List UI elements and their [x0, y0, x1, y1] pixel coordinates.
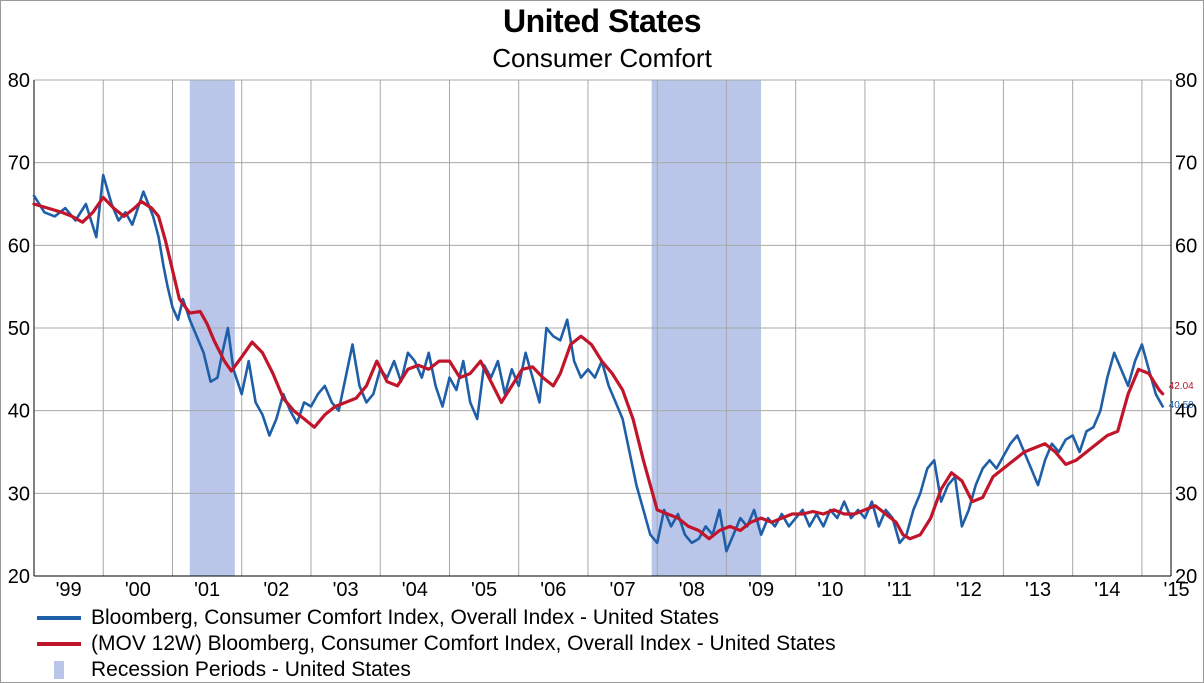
legend-label: Recession Periods - United States: [91, 658, 411, 681]
legend-swatch-recession-box: [54, 661, 64, 679]
x-tick-label: '00: [125, 579, 151, 601]
series-lines: [32, 173, 1165, 553]
legend-swatch-red-line: [37, 642, 81, 646]
y-tick-label-right: 20: [1175, 566, 1197, 588]
end-value-label: 40.50: [1169, 400, 1194, 411]
x-tick-label: '09: [748, 579, 774, 601]
legend-label: (MOV 12W) Bloomberg, Consumer Comfort In…: [91, 632, 836, 655]
series-line-comfort-index: [32, 173, 1164, 553]
chart-subtitle: Consumer Comfort: [492, 43, 712, 73]
legend: Bloomberg, Consumer Comfort Index, Overa…: [37, 605, 836, 683]
y-tick-label-right: 70: [1175, 153, 1197, 175]
x-tick-label: '99: [56, 579, 82, 601]
y-tick-label-right: 80: [1175, 70, 1197, 92]
y-tick-label-left: 50: [8, 318, 30, 340]
gridlines: [33, 79, 1172, 577]
plot-area: 20 20 30 30 40 40 50 50 60 60 70 70 80 80 '99 '00 '01 '02…: [8, 70, 1198, 601]
x-tick-label: '14: [1094, 579, 1120, 601]
x-tick-label: '04: [402, 579, 428, 601]
y-tick-label-left: 20: [8, 566, 30, 588]
series-line-moving-average: [32, 195, 1165, 541]
y-tick-label-left: 30: [8, 483, 30, 505]
x-tick-label: '05: [471, 579, 497, 601]
y-tick-label-left: 70: [8, 153, 30, 175]
y-tick-label-right: 60: [1175, 235, 1197, 257]
legend-item-moving-average: (MOV 12W) Bloomberg, Consumer Comfort In…: [37, 631, 836, 657]
y-tick-label-left: 80: [8, 70, 30, 92]
x-tick-label: '11: [887, 579, 912, 601]
x-tick-label: '10: [817, 579, 843, 601]
y-tick-label-left: 40: [8, 401, 30, 423]
legend-item-recession: Recession Periods - United States: [37, 657, 836, 683]
x-tick-label: '07: [610, 579, 636, 601]
legend-swatch-blue-line: [37, 616, 81, 620]
x-tick-label: '06: [540, 579, 566, 601]
end-value-label: 42.04: [1169, 381, 1194, 392]
x-tick-label: '02: [263, 579, 289, 601]
x-tick-label: '08: [679, 579, 705, 601]
chart-title: United States: [503, 3, 701, 39]
legend-item-comfort-index: Bloomberg, Consumer Comfort Index, Overa…: [37, 605, 836, 631]
y-tick-label-right: 40: [1175, 401, 1197, 423]
x-tick-label: '03: [333, 579, 359, 601]
y-tick-label-right: 30: [1175, 483, 1197, 505]
tick-labels: 20 20 30 30 40 40 50 50 60 60 70 70 80 80 '99 '00 '01 '02…: [8, 70, 1198, 601]
x-tick-label: '01: [194, 579, 220, 601]
x-tick-label: '12: [956, 579, 982, 601]
y-tick-label-left: 60: [8, 235, 30, 257]
x-tick-label: '13: [1025, 579, 1051, 601]
legend-label: Bloomberg, Consumer Comfort Index, Overa…: [91, 606, 719, 629]
y-tick-label-right: 50: [1175, 318, 1197, 340]
x-tick-label: '15: [1164, 579, 1190, 601]
